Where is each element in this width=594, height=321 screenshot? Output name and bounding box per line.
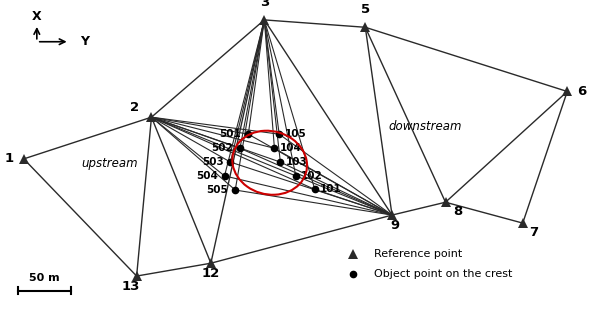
Text: 13: 13 [122,280,140,293]
Text: 12: 12 [202,267,220,280]
Text: 104: 104 [280,143,301,153]
Text: 504: 504 [196,171,217,181]
Text: X: X [32,10,42,22]
Text: 103: 103 [286,157,307,167]
Text: 1: 1 [4,152,14,165]
Text: 50 m: 50 m [29,273,60,283]
Text: 101: 101 [320,184,342,195]
Text: 502: 502 [211,143,233,153]
Text: 503: 503 [202,157,223,167]
Text: Reference point: Reference point [374,248,463,259]
Text: 102: 102 [301,171,323,181]
Text: 505: 505 [207,185,228,195]
Text: Y: Y [80,35,89,48]
Text: 3: 3 [260,0,269,9]
Text: Object point on the crest: Object point on the crest [374,269,513,280]
Text: upstream: upstream [81,157,138,170]
Text: 9: 9 [390,219,400,232]
Text: 6: 6 [577,85,587,98]
Text: 7: 7 [529,226,538,239]
Text: 8: 8 [453,205,462,218]
Text: downstream: downstream [388,120,462,133]
Text: 501: 501 [220,129,241,139]
Text: 2: 2 [130,101,140,114]
Text: 105: 105 [285,129,306,139]
Text: 5: 5 [361,3,370,16]
